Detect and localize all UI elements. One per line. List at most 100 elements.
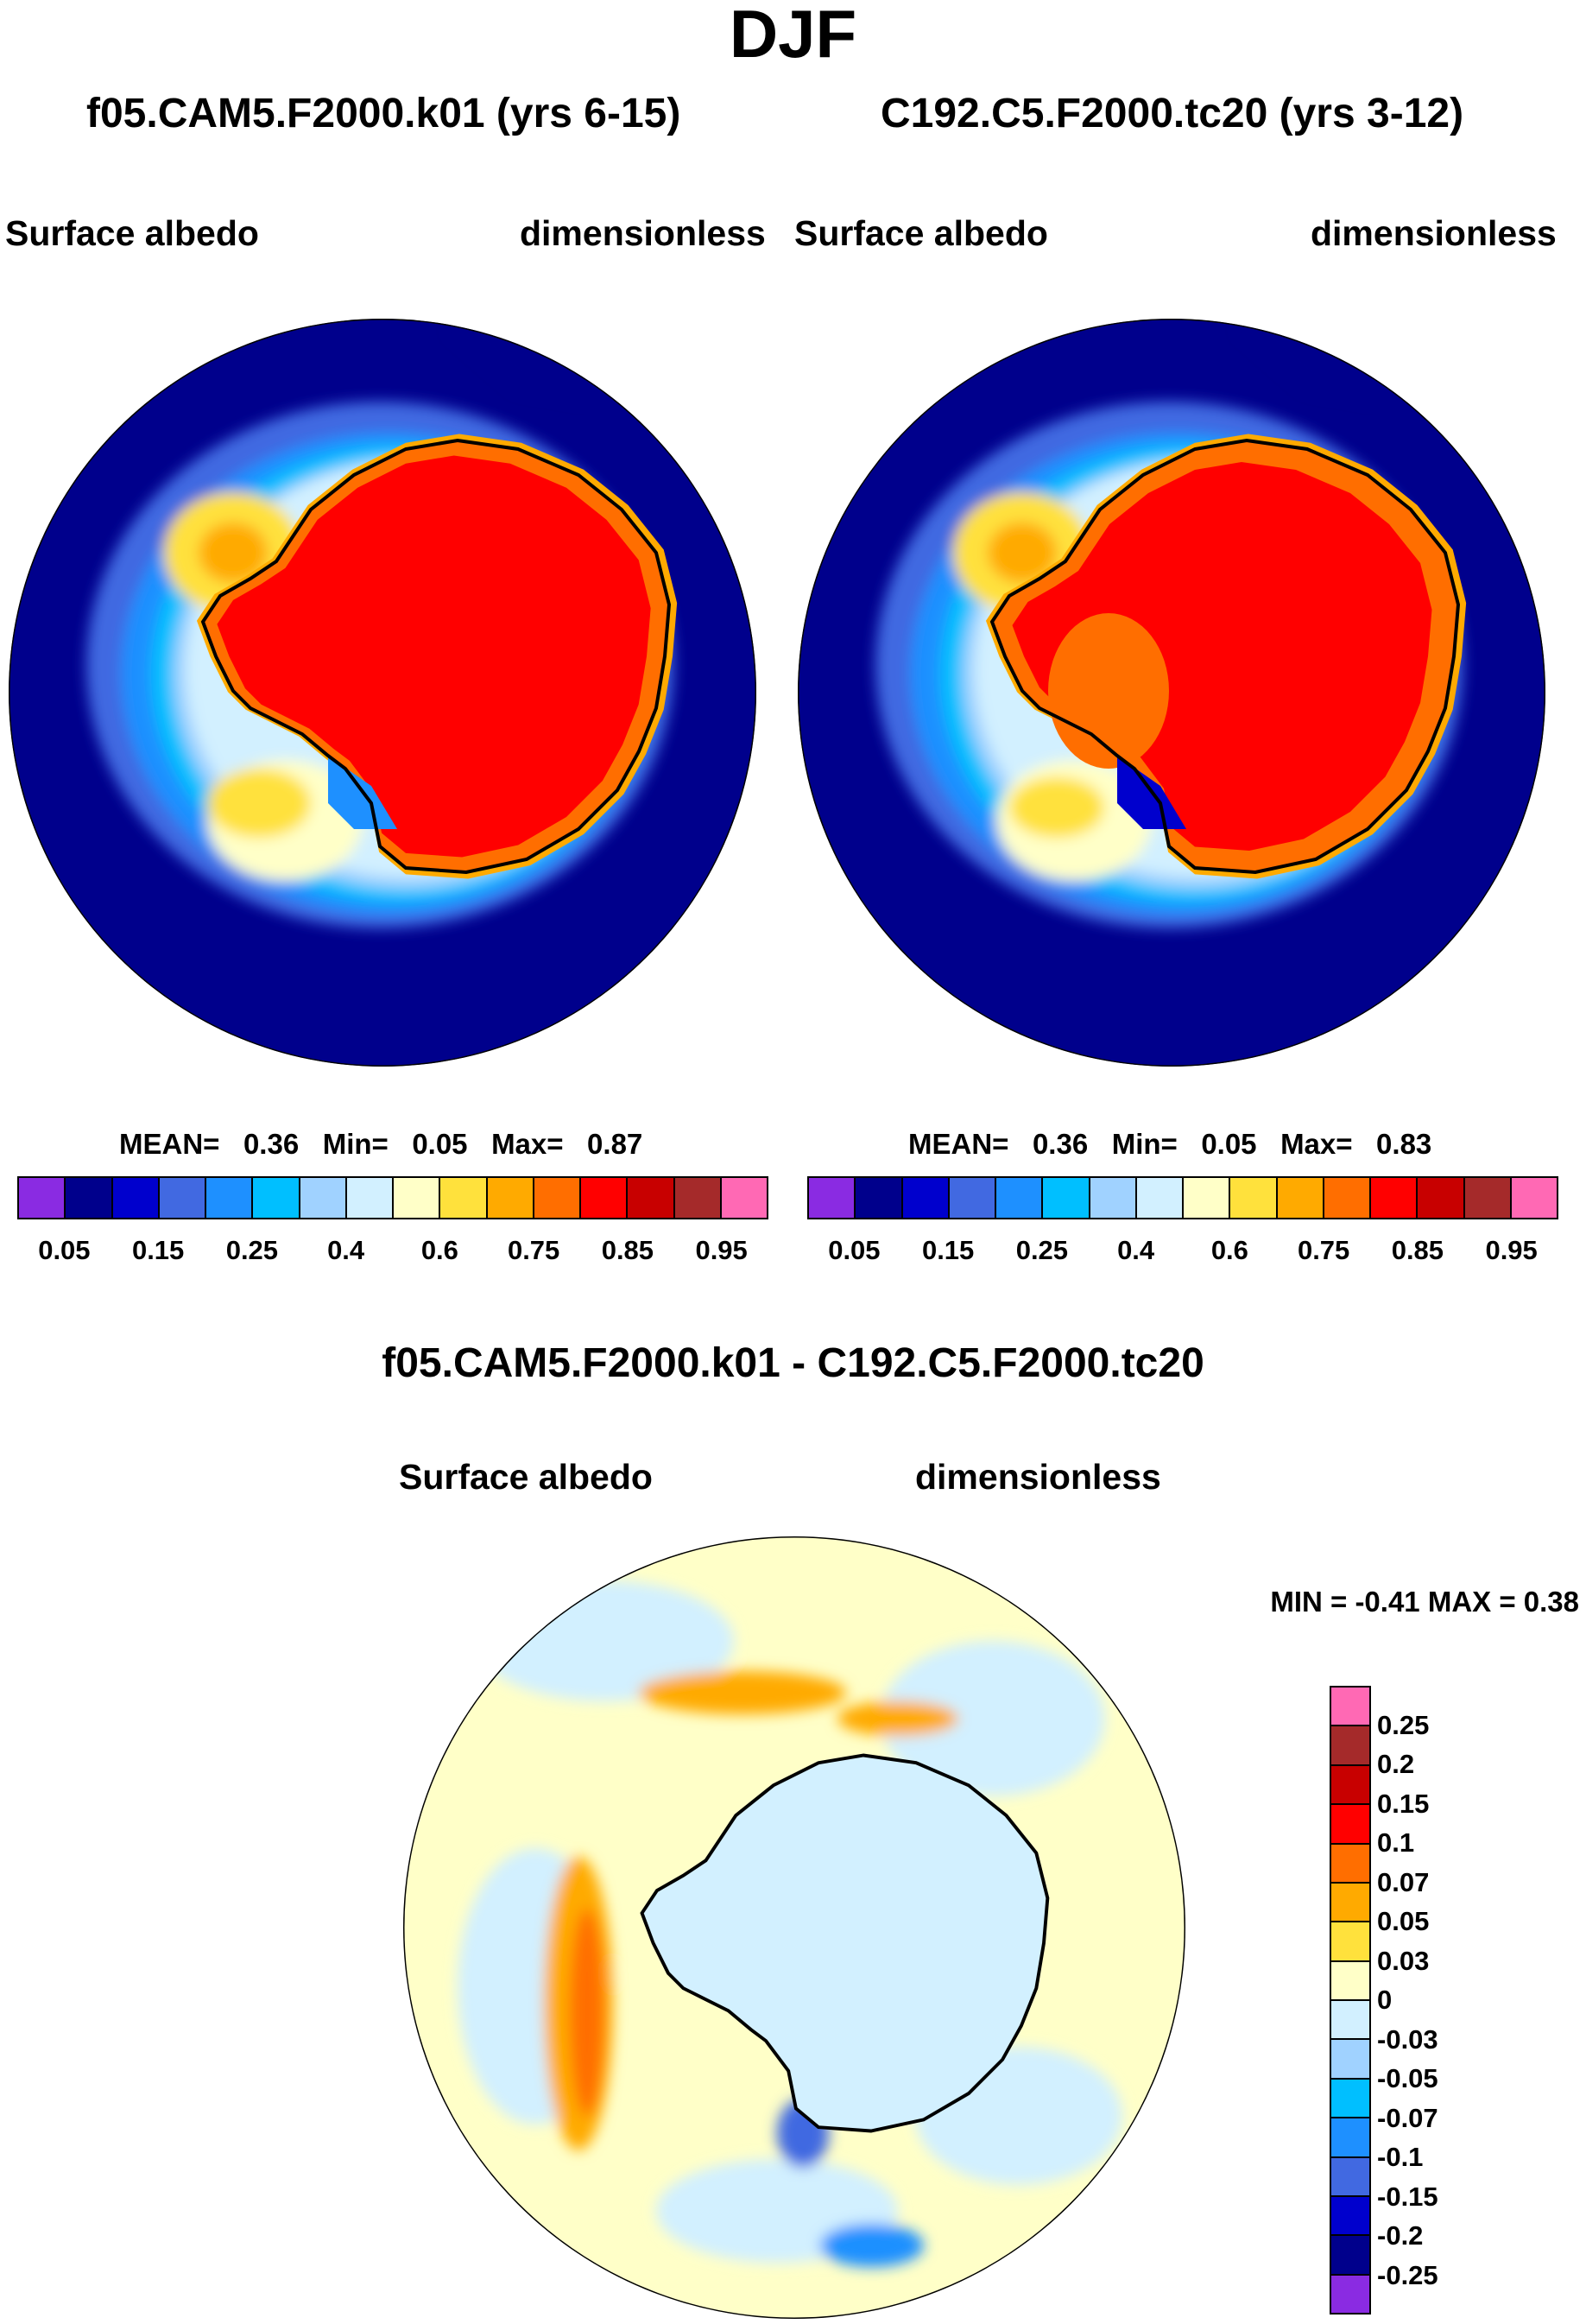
- colorbar-tick-label: -0.15: [1377, 2181, 1438, 2212]
- colorbar-box: [1464, 1178, 1512, 1218]
- colorbar-tick-label: 0.1: [1377, 1827, 1415, 1858]
- colorbar-box: [949, 1178, 996, 1218]
- difference-units-label: dimensionless: [915, 1457, 1161, 1497]
- min-value: 0.05: [1201, 1128, 1257, 1160]
- colorbar-tick-label: 0.85: [601, 1235, 654, 1265]
- colorbar-tick-label: 0.6: [420, 1235, 458, 1265]
- colorbar-tick-label: 0.6: [1210, 1235, 1248, 1265]
- colorbar-box: [534, 1178, 581, 1218]
- colorbar-tick-label: 0.95: [1485, 1235, 1538, 1265]
- colorbar-box: [674, 1178, 722, 1218]
- colorbar-box: [996, 1178, 1044, 1218]
- colorbar-tick-label: 0.95: [695, 1235, 748, 1265]
- colorbar-box: [1331, 1844, 1369, 1884]
- colorbar-right: [807, 1176, 1558, 1219]
- colorbar-box: [206, 1178, 254, 1218]
- colorbar-box: [1511, 1178, 1557, 1218]
- colorbar-box: [1230, 1178, 1278, 1218]
- panel-left-units-label: dimensionless: [520, 213, 766, 253]
- colorbar-tick-label: -0.07: [1377, 2102, 1438, 2133]
- colorbar-tick-label: 0.25: [225, 1235, 279, 1265]
- colorbar-box: [1331, 2236, 1369, 2276]
- panel-left-stats: MEAN= 0.36 Min= 0.05 Max= 0.87: [119, 1130, 642, 1158]
- colorbar-box: [1331, 1765, 1369, 1806]
- min-value: 0.05: [412, 1128, 468, 1160]
- colorbar-box: [1043, 1178, 1090, 1218]
- colorbar-tick-label: 0.05: [1377, 1906, 1430, 1936]
- colorbar-box: [394, 1178, 441, 1218]
- panel-left-run-title: f05.CAM5.F2000.k01 (yrs 6-15): [86, 91, 681, 136]
- colorbar-box: [253, 1178, 300, 1218]
- colorbar-tick-label: -0.25: [1377, 2259, 1438, 2290]
- colorbar-box: [1184, 1178, 1231, 1218]
- panel-left-field-label: Surface albedo: [5, 213, 259, 253]
- colorbar-box: [628, 1178, 675, 1218]
- colorbar-tick-label: 0.03: [1377, 1945, 1430, 1976]
- mean-label: MEAN=: [119, 1128, 220, 1160]
- map-difference: [403, 1536, 1185, 2319]
- max-label: Max=: [1280, 1128, 1353, 1160]
- colorbar-box: [1331, 2275, 1369, 2313]
- colorbar-tick-label: 0.05: [828, 1235, 881, 1265]
- colorbar-box: [1331, 2040, 1369, 2080]
- colorbar-box: [300, 1178, 347, 1218]
- colorbar-tick-label: 0: [1377, 1985, 1393, 2015]
- colorbar-box: [1331, 1883, 1369, 1923]
- colorbar-box: [112, 1178, 160, 1218]
- difference-field-label: Surface albedo: [399, 1457, 653, 1497]
- panel-right-run-title: C192.C5.F2000.tc20 (yrs 3-12): [881, 91, 1464, 136]
- max-label: Max=: [491, 1128, 564, 1160]
- colorbar-tick-label: 0.05: [38, 1235, 91, 1265]
- colorbar-box: [1090, 1178, 1137, 1218]
- colorbar-tick-label: 0.4: [327, 1235, 365, 1265]
- colorbar-box: [440, 1178, 488, 1218]
- min-label: Min=: [1111, 1128, 1178, 1160]
- colorbar-box: [809, 1178, 856, 1218]
- colorbar-box: [1277, 1178, 1324, 1218]
- colorbar-box: [1331, 1805, 1369, 1845]
- colorbar-tick-label: 0.25: [1377, 1709, 1430, 1740]
- map-right: [798, 319, 1545, 1067]
- colorbar-box: [346, 1178, 394, 1218]
- colorbar-box: [66, 1178, 113, 1218]
- panel-right-units-label: dimensionless: [1311, 213, 1557, 253]
- colorbar-tick-label: 0.85: [1391, 1235, 1444, 1265]
- colorbar-box: [1371, 1178, 1419, 1218]
- colorbar-box: [1331, 1688, 1369, 1727]
- colorbar-tick-label: 0.07: [1377, 1866, 1430, 1897]
- mean-value: 0.36: [1032, 1128, 1089, 1160]
- colorbar-box: [902, 1178, 950, 1218]
- colorbar-box: [19, 1178, 66, 1218]
- colorbar-box: [1331, 2118, 1369, 2158]
- mean-label: MEAN=: [908, 1128, 1009, 1160]
- colorbar-tick-label: 0.75: [1297, 1235, 1350, 1265]
- colorbar-box: [1331, 1961, 1369, 2001]
- colorbar-box: [1331, 2001, 1369, 2041]
- colorbar-tick-label: -0.2: [1377, 2220, 1424, 2251]
- colorbar-box: [1331, 2079, 1369, 2119]
- colorbar-tick-label: -0.1: [1377, 2142, 1424, 2172]
- colorbar-box: [487, 1178, 534, 1218]
- colorbar-box: [1418, 1178, 1465, 1218]
- colorbar-box: [581, 1178, 629, 1218]
- max-value: 0.87: [587, 1128, 643, 1160]
- colorbar-box: [1331, 1922, 1369, 1962]
- colorbar-tick-label: 0.75: [507, 1235, 560, 1265]
- colorbar-box: [1324, 1178, 1371, 1218]
- panel-right-field-label: Surface albedo: [794, 213, 1048, 253]
- mean-value: 0.36: [243, 1128, 300, 1160]
- difference-title: f05.CAM5.F2000.k01 - C192.C5.F2000.tc20: [382, 1340, 1204, 1386]
- colorbar-tick-label: 0.4: [1117, 1235, 1155, 1265]
- colorbar-tick-label: 0.15: [1377, 1788, 1430, 1819]
- colorbar-tick-label: 0.25: [1015, 1235, 1069, 1265]
- colorbar-left: [17, 1176, 768, 1219]
- difference-minmax: MIN = -0.41 MAX = 0.38: [1270, 1586, 1579, 1618]
- panel-right-stats: MEAN= 0.36 Min= 0.05 Max= 0.83: [908, 1130, 1431, 1158]
- min-label: Min=: [322, 1128, 389, 1160]
- colorbar-tick-label: 0.15: [131, 1235, 185, 1265]
- colorbar-box: [721, 1178, 767, 1218]
- max-value: 0.83: [1376, 1128, 1432, 1160]
- main-title: DJF: [729, 0, 857, 72]
- colorbar-tick-label: -0.05: [1377, 2063, 1438, 2093]
